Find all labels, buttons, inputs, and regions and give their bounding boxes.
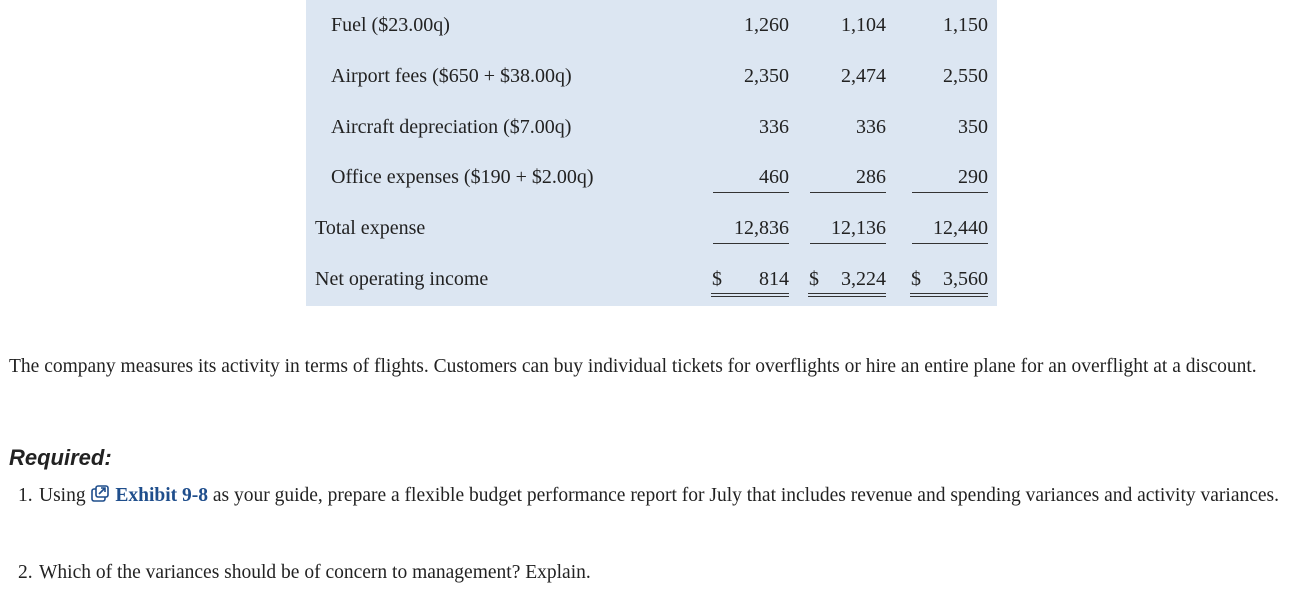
currency: $ — [911, 268, 921, 290]
cell-value: 1,104 — [841, 14, 886, 36]
cell-value: 290 — [958, 166, 988, 189]
item-text: Which of the variances should be of conc… — [39, 562, 591, 583]
row-label: Airport fees ($650 + $38.00q) — [331, 64, 572, 87]
exhibit-link[interactable]: Exhibit 9-8 — [115, 485, 208, 506]
double-underline — [910, 296, 988, 297]
item-text: Using — [39, 485, 86, 506]
underline — [912, 192, 988, 194]
cell-value: 1,260 — [744, 14, 789, 36]
double-underline — [711, 293, 789, 294]
double-underline — [808, 296, 886, 297]
row-label: Total expense — [315, 217, 426, 240]
underline — [713, 243, 789, 245]
currency: $ — [712, 268, 722, 290]
cell-value: 3,224 — [841, 268, 886, 290]
required-heading: Required: — [9, 445, 112, 470]
cell-value: 1,150 — [943, 14, 988, 36]
underline — [810, 192, 886, 194]
cell-value: 12,136 — [831, 217, 886, 240]
item-number: 2. — [18, 562, 33, 583]
row-label: Fuel ($23.00q) — [331, 14, 450, 36]
currency: $ — [809, 268, 819, 290]
cell-value: 336 — [759, 115, 789, 138]
paragraph: The company measures its activity in ter… — [9, 356, 1257, 377]
double-underline — [711, 296, 789, 297]
row-label: Net operating income — [315, 268, 489, 290]
underline — [713, 192, 789, 194]
cell-value: 460 — [759, 166, 789, 189]
cell-value: 350 — [958, 115, 988, 138]
cell-value: 2,550 — [943, 64, 988, 87]
income-table: Fuel ($23.00q) 1,260 1,104 1,150 Airport fee… — [306, 0, 997, 306]
cell-value: 12,836 — [734, 217, 789, 240]
double-underline — [808, 293, 886, 294]
cell-value: 3,560 — [943, 268, 988, 290]
underline — [912, 243, 988, 245]
list-item: 2. Which of the variances should be of c… — [18, 555, 1288, 590]
cell-value: 286 — [856, 166, 886, 189]
cell-value: 336 — [856, 115, 886, 138]
underline — [810, 243, 886, 245]
cell-value: 2,474 — [841, 64, 886, 87]
cell-value: 2,350 — [744, 64, 789, 87]
row-label: Office expenses ($190 + $2.00q) — [331, 166, 594, 189]
double-underline — [910, 293, 988, 294]
row-label: Aircraft depreciation ($7.00q) — [331, 115, 572, 138]
cell-value: 814 — [759, 268, 789, 290]
list-item: 1. Using Exhibit 9-8 as your guide, prep… — [18, 478, 1288, 513]
cell-value: 12,440 — [933, 217, 988, 240]
link-icon — [91, 485, 110, 502]
item-text: as your guide, prepare a flexible budget… — [212, 485, 1279, 506]
item-number: 1. — [18, 485, 33, 506]
